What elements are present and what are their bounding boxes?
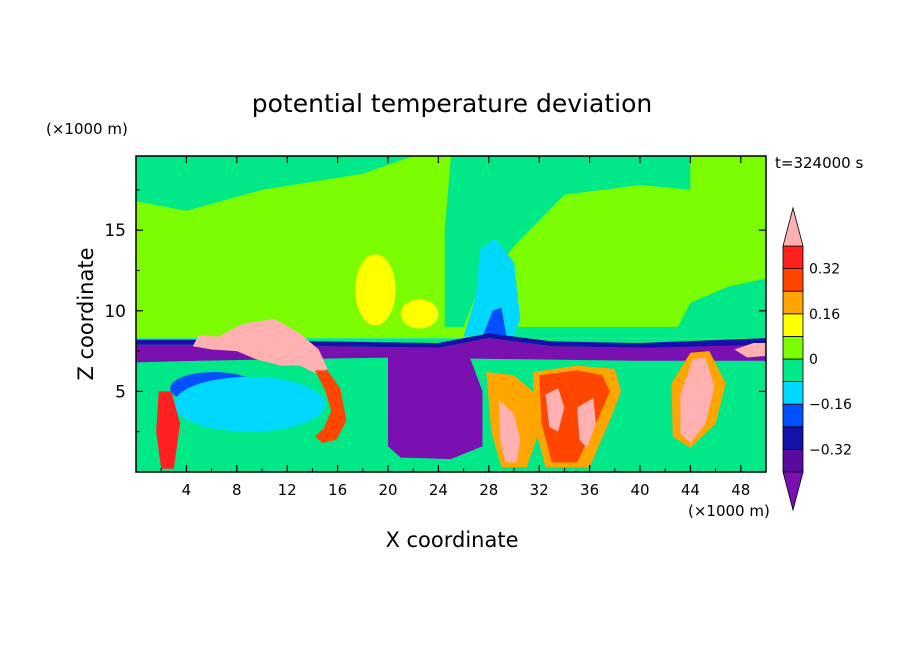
- x-tick-label: 16: [328, 481, 347, 499]
- x-tick-label: 32: [530, 481, 549, 499]
- colorbar-min-extension: [782, 471, 804, 512]
- colorbar-bin: [782, 403, 804, 428]
- colorbar-label: −0.16: [809, 397, 852, 413]
- colorbar: −0.32 −0.16 0 0.16 0.32: [782, 206, 852, 512]
- colorbar-label: −0.32: [809, 442, 852, 458]
- contour-region-red-streak-left: [156, 391, 181, 469]
- colorbar-label: 0.32: [809, 262, 840, 278]
- colorbar-bin: [782, 290, 804, 315]
- y-axis-title: Z coordinate: [74, 247, 98, 380]
- x-tick-label: 20: [378, 481, 397, 499]
- colorbar-bin: [782, 448, 804, 473]
- colorbar-label: 0.16: [809, 307, 840, 323]
- contour-region-upper-right-neutral: [514, 278, 766, 339]
- colorbar-bin: [782, 268, 804, 292]
- contour-region-upper-mid-neutral: [444, 156, 691, 327]
- contour-field: [136, 156, 766, 472]
- contour-region-blue-column: [482, 307, 507, 337]
- contour-region-upper-left-neutral: [136, 156, 414, 211]
- colorbar-bin: [782, 381, 804, 405]
- contour-region-pink-region-left: [192, 318, 328, 374]
- x-unit-label: (×1000 m): [688, 502, 770, 520]
- colorbar-bin: [782, 313, 804, 337]
- contour-region-pink-far-right: [680, 357, 715, 443]
- contour-region-cyan-column: [463, 238, 521, 337]
- x-tick-label: 12: [278, 481, 297, 499]
- y-axis: 5 10 15: [104, 189, 766, 433]
- contour-region-yellow-left: [355, 254, 396, 326]
- contour-region-yellow-mid: [400, 299, 439, 329]
- contour-region-pink-right-3: [577, 397, 596, 448]
- colorbar-bin: [782, 426, 804, 450]
- y-unit-label: (×1000 m): [46, 120, 128, 138]
- x-tick-label: 4: [182, 481, 192, 499]
- time-label: t=324000 s: [775, 154, 863, 172]
- colorbar-bin: [782, 358, 804, 383]
- y-tick-label: 5: [115, 382, 126, 402]
- contour-region-purple-block: [388, 355, 483, 460]
- colorbar-bin: [782, 245, 804, 270]
- colorbar-bin: [782, 335, 804, 360]
- x-tick-label: 28: [479, 481, 498, 499]
- x-tick-label: 44: [681, 481, 700, 499]
- contour-region-pink-right-1: [498, 399, 521, 463]
- x-tick-label: 8: [232, 481, 242, 499]
- x-tick-label: 48: [731, 481, 750, 499]
- y-tick-label: 10: [104, 302, 126, 322]
- colorbar-max-extension: [782, 206, 804, 247]
- plot-frame: [135, 155, 767, 473]
- contour-region-pink-edge-right: [734, 343, 766, 358]
- x-tick-label: 24: [429, 481, 448, 499]
- x-tick-label: 40: [630, 481, 649, 499]
- chart-title: potential temperature deviation: [252, 89, 652, 118]
- x-axis: 4 8 12 16 20 24 28 32 36 40 44 48: [160, 156, 750, 499]
- contour-region-red-plume-mid-left: [314, 370, 347, 443]
- x-axis-title: X coordinate: [385, 528, 518, 552]
- contour-region-cyan-lower-left: [173, 376, 325, 432]
- y-tick-label: 15: [104, 221, 126, 241]
- contour-region-pink-right-2: [545, 388, 565, 432]
- colorbar-label: 0: [809, 352, 818, 368]
- x-tick-label: 36: [580, 481, 599, 499]
